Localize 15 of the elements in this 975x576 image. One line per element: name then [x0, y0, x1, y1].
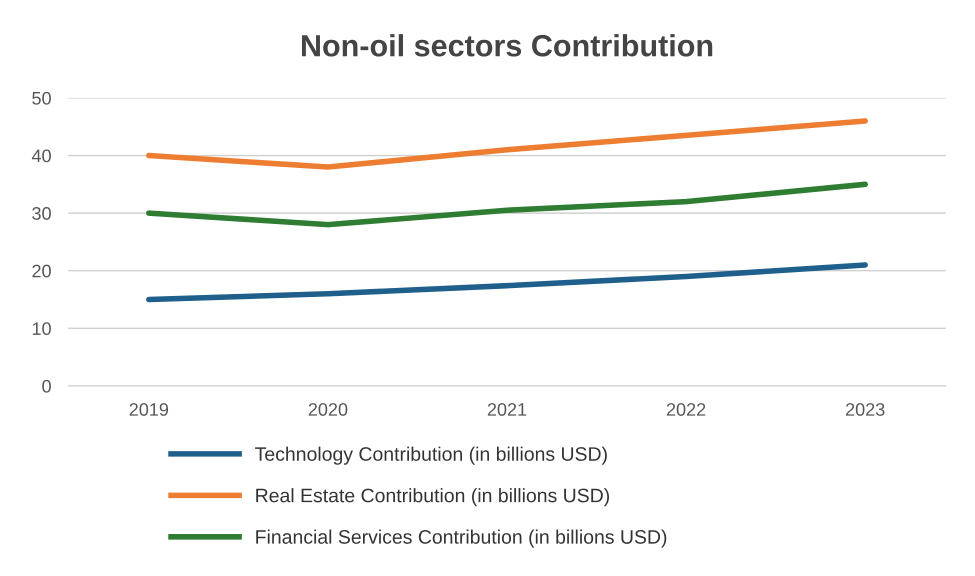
legend-label: Technology Contribution (in billions USD) [255, 446, 607, 465]
legend-label: Financial Services Contribution (in billions USD) [256, 530, 666, 548]
legend-label: Real Estate Contribution (in billions USD) [256, 488, 610, 506]
y-tick-label: 0 [42, 380, 51, 393]
x-tick-label: 2023 [846, 403, 884, 416]
y-tick-label: 40 [32, 149, 51, 162]
x-tick-label: 2021 [488, 403, 526, 416]
x-tick-label: 2019 [130, 403, 168, 416]
x-tick-label: 2022 [666, 403, 706, 416]
x-tick-label: 2020 [308, 403, 348, 416]
y-tick-label: 10 [32, 322, 51, 336]
chart-title: Non-oil sectors Contribution [302, 34, 712, 57]
y-tick-label: 20 [32, 264, 51, 278]
y-tick-label: 30 [32, 207, 51, 220]
y-tick-label: 50 [32, 92, 51, 105]
